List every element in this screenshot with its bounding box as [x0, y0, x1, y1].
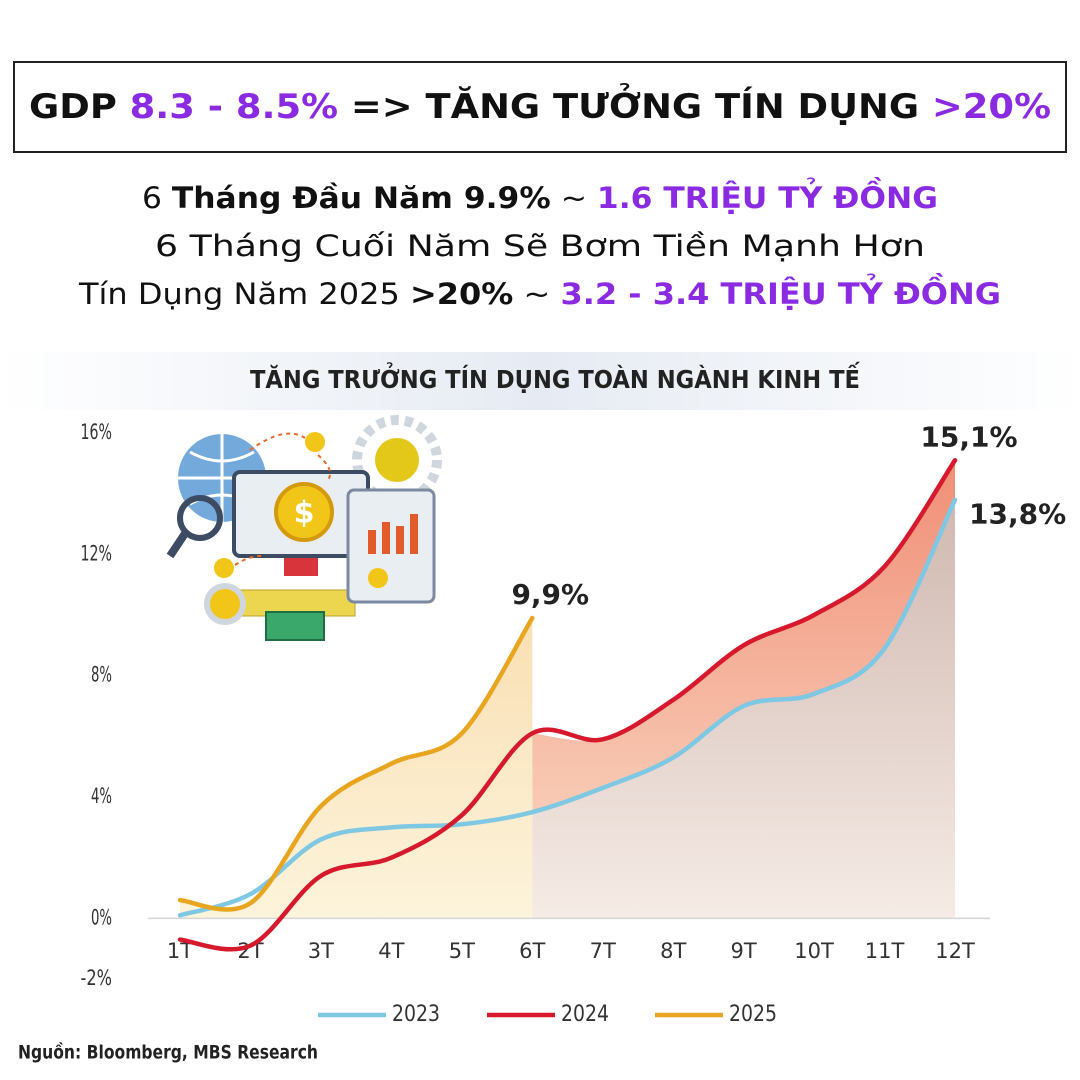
small-coin — [214, 558, 234, 578]
x-tick-label: 8T — [660, 939, 686, 963]
dollar-sign: $ — [294, 496, 315, 531]
legend-label: 2025 — [729, 1002, 777, 1027]
x-tick-label: 7T — [590, 939, 616, 963]
y-tick-label: 8% — [91, 663, 112, 687]
data-label: 15,1% — [920, 420, 1017, 453]
flow-arrows — [234, 432, 331, 566]
report-bar — [410, 514, 418, 554]
x-tick-label: 3T — [308, 939, 334, 963]
x-tick-label: 5T — [449, 939, 475, 963]
legend: 2023 2024 2025 — [318, 1002, 777, 1027]
area-under-2025 — [180, 618, 533, 919]
area-under-2023 — [532, 499, 955, 919]
data-label: 9,9% — [511, 578, 589, 611]
report-board — [346, 488, 436, 604]
legend-label: 2023 — [392, 1002, 440, 1027]
report-bar — [382, 522, 390, 554]
coin — [274, 482, 334, 542]
plot: 16%12%8%4%0%-2%1T 2T 3T 4T 5T 6T 7T 8T 9T 10T 11T 1… — [81, 420, 1067, 990]
series-line — [177, 615, 535, 912]
subtitle-line: 6 Tháng Cuối Năm Sẽ Bơm Tiền Mạnh Hơn — [155, 229, 925, 263]
series-line — [177, 458, 958, 952]
x-tick-label: 10T — [794, 939, 834, 963]
subtitle-part: 3.2 - 3.4 TRIỆU TỶ ĐỒNG — [561, 273, 1001, 311]
headline-part: >20% — [932, 87, 1051, 127]
subtitle-part: 6 — [142, 181, 172, 215]
x-tick-label: 2T — [237, 939, 263, 963]
magnifier — [177, 495, 223, 541]
y-tick-label: -2% — [81, 966, 113, 990]
monitor-stand — [284, 558, 318, 576]
legend-label: 2024 — [561, 1002, 609, 1027]
subtitle-part: ~ — [551, 181, 597, 215]
x-tick-label: 12T — [935, 939, 975, 963]
magnifier-handle — [166, 529, 190, 559]
y-tick-label: 16% — [81, 420, 113, 444]
globe-lines — [178, 434, 266, 522]
chart-title-band — [0, 352, 1080, 410]
x-tick-label: 9T — [731, 939, 757, 963]
y-tick-label: 4% — [91, 784, 112, 808]
headline: GDP 8.3 - 8.5% => TĂNG TƯỞNG TÍN DỤNG >2… — [29, 83, 1051, 127]
chart-title: TĂNG TRƯỞNG TÍN DỤNG TOÀN NGÀNH KINH TẾ — [250, 361, 861, 394]
subtitle-part: Tín Dụng Năm 2025 — [78, 277, 410, 311]
small-gear — [204, 583, 246, 625]
illustration: $ — [166, 415, 442, 641]
headline-part: GDP — [29, 87, 130, 127]
subtitle-line: 6 Tháng Đầu Năm 9.9% ~ 1.6 TRIỆU TỶ ĐỒNG — [142, 177, 938, 215]
source: Nguồn: Bloomberg, MBS Research — [18, 1041, 318, 1064]
banknote — [265, 611, 325, 641]
report-pie — [368, 568, 388, 588]
subtitle-part: Tháng Đầu Năm 9.9% — [172, 181, 551, 215]
data-label: 13,8% — [969, 498, 1066, 531]
gear-center — [375, 438, 419, 482]
report-bar — [368, 530, 376, 554]
y-tick-label: 12% — [81, 541, 113, 565]
subtitle-part: 1.6 TRIỆU TỶ ĐỒNG — [597, 177, 938, 215]
headline-part: 8.3 - 8.5% — [130, 87, 338, 127]
x-tick-label: 4T — [378, 939, 404, 963]
x-tick-label: 6T — [519, 939, 545, 963]
subtitle-part: ~ — [513, 277, 560, 311]
x-tick-label: 11T — [865, 939, 905, 963]
report-bar — [396, 526, 404, 554]
subtitle-part: 6 Tháng Cuối Năm Sẽ Bơm Tiền Mạnh Hơn — [155, 229, 925, 263]
small-coin — [305, 432, 325, 452]
subtitle-part: >20% — [410, 277, 513, 311]
headline-part: => TĂNG TƯỞNG TÍN DỤNG — [338, 83, 932, 127]
headline-box — [13, 61, 1067, 153]
series-line — [177, 497, 958, 918]
subtitle: 6 Tháng Đầu Năm 9.9% ~ 1.6 TRIỆU TỶ ĐỒNG… — [78, 177, 1001, 311]
y-tick-label: 0% — [91, 905, 112, 929]
subtitle-line: Tín Dụng Năm 2025 >20% ~ 3.2 - 3.4 TRIỆU… — [78, 273, 1001, 311]
